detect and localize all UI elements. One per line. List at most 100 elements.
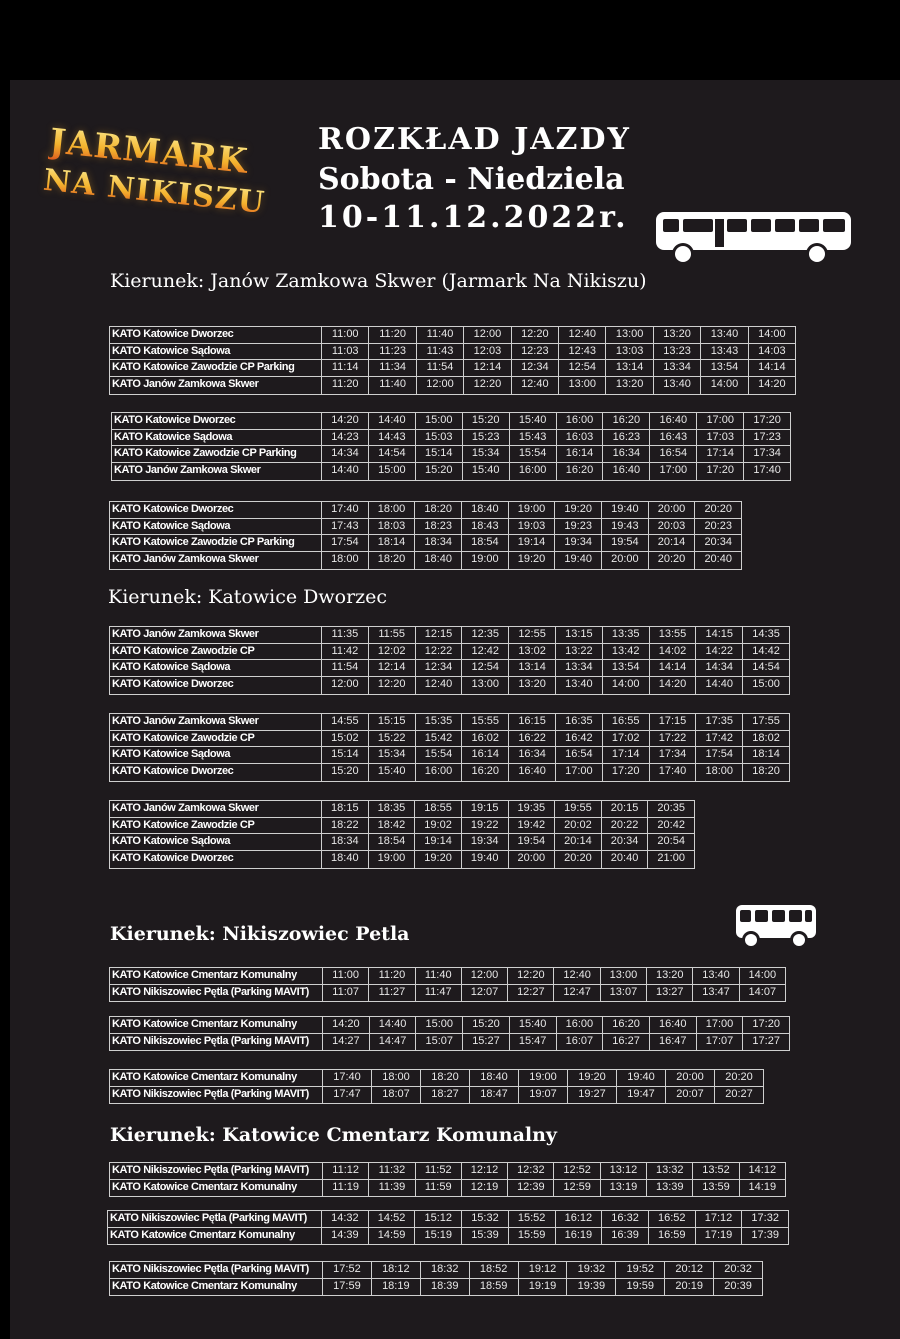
departure-time: 13:20 [654, 327, 702, 343]
table-row: KATO Nikiszowiec Pętla (Parking MAVIT) 14… [110, 1033, 789, 1051]
stop-name: KATO Katowice Cmentarz Komunalny [110, 1278, 323, 1296]
stop-name: KATO Katowice Cmentarz Komunalny [110, 968, 323, 984]
departure-time: 15:55 [462, 714, 510, 730]
departure-time: 15:00 [369, 463, 416, 480]
departure-time: 12:54 [462, 660, 510, 677]
table-row: KATO Katowice Sądowa 18:34 18:54 19:14 19:34… [110, 834, 694, 852]
departure-time: 16:23 [603, 429, 651, 446]
departure-time: 18:12 [372, 1262, 421, 1278]
departure-time: 18:54 [369, 834, 416, 851]
departure-time: 17:02 [603, 730, 650, 747]
departure-time: 13:35 [603, 627, 650, 643]
departure-time: 17:20 [752, 1018, 780, 1030]
departure-time: 15:54 [416, 747, 463, 764]
timetable: KATO Janów Zamkowa Skwer 18:15 18:35 18:55 1… [109, 800, 695, 869]
departure-time: 12:34 [512, 360, 560, 377]
departure-time: 13:23 [654, 343, 702, 360]
table-row: KATO Janów Zamkowa Skwer 18:15 18:35 18:55 1… [110, 801, 694, 818]
departure-time: 14:23 [322, 429, 369, 446]
departure-time: 20:00 [509, 851, 556, 868]
timetable: KATO Katowice Cmentarz Komunalny 17:40 18:… [109, 1069, 764, 1105]
departure-time: 11:20 [322, 377, 370, 394]
departure-time: 16:59 [649, 1227, 696, 1245]
stop-name: KATO Nikiszowiec Pętla (Parking MAVIT) [110, 1262, 323, 1278]
departure-time: 14:00 [603, 677, 650, 694]
departure-time: 15:00 [416, 413, 463, 429]
departure-time: 15:14 [322, 747, 369, 764]
departure-time: 15:39 [462, 1227, 509, 1245]
departure-time: 19:35 [509, 801, 556, 817]
table-row: KATO Katowice Zawodzie CP 18:22 18:42 19:02… [110, 817, 694, 835]
departure-time: 14:47 [370, 1033, 417, 1051]
departure-time: 12:23 [512, 343, 560, 360]
stop-name: KATO Janów Zamkowa Skwer [112, 463, 322, 480]
stop-name: KATO Katowice Cmentarz Komunalny [110, 1179, 323, 1197]
departure-time: 19:15 [462, 801, 509, 817]
departure-time: 20:32 [724, 1263, 752, 1275]
departure-time: 18:07 [372, 1086, 421, 1104]
departure-time: 16:20 [557, 463, 604, 480]
departure-time: 16:40 [650, 413, 698, 429]
departure-time: 19:14 [509, 535, 556, 552]
departure-time: 12:54 [559, 360, 607, 377]
departure-time: 13:39 [647, 1179, 694, 1197]
departure-time: 15:15 [369, 714, 416, 730]
table-row: KATO Nikiszowiec Pętla (Parking MAVIT) 17… [110, 1086, 763, 1104]
departure-time: 15:54 [510, 446, 557, 463]
departure-time: 12:14 [369, 660, 416, 677]
departure-time: 15:22 [369, 730, 416, 747]
departure-time: 17:12 [696, 1211, 743, 1227]
departure-time: 20:54 [657, 835, 685, 848]
departure-time: 16:40 [509, 764, 556, 781]
stop-name: KATO Katowice Sądowa [110, 834, 322, 851]
departure-time: 15:20 [463, 413, 510, 429]
timetable: KATO Janów Zamkowa Skwer 14:55 15:15 15:35 1… [109, 713, 790, 782]
departure-time: 13:19 [601, 1179, 648, 1197]
departure-time: 16:43 [650, 429, 698, 446]
departure-time: 20:42 [657, 818, 685, 831]
departure-time: 15:40 [369, 764, 416, 781]
departure-time: 15:52 [509, 1211, 556, 1227]
departure-time: 11:14 [322, 360, 370, 377]
table-row: KATO Katowice Dworzec 17:40 18:00 18:20 18:4… [110, 502, 741, 519]
stop-name: KATO Janów Zamkowa Skwer [110, 627, 322, 643]
departure-time: 18:02 [752, 731, 780, 744]
schedule-poster [10, 80, 900, 1339]
departure-time: 15:59 [509, 1227, 556, 1245]
departure-time: 14:55 [322, 714, 369, 730]
departure-time: 18:42 [369, 817, 416, 834]
departure-time: 16:55 [603, 714, 650, 730]
departure-time: 17:40 [323, 1070, 372, 1086]
stop-name: KATO Katowice Cmentarz Komunalny [108, 1227, 322, 1245]
departure-time: 17:23 [753, 430, 781, 443]
timetable: KATO Katowice Dworzec 17:40 18:00 18:20 18:4… [109, 501, 742, 570]
departure-time: 15:35 [416, 714, 463, 730]
departure-time: 11:54 [322, 660, 369, 677]
departure-time: 11:47 [416, 984, 462, 1002]
departure-time: 13:12 [601, 1163, 648, 1179]
departure-time: 17:03 [697, 429, 745, 446]
departure-time: 13:40 [701, 327, 749, 343]
departure-time: 15:20 [463, 1017, 510, 1033]
departure-time: 17:54 [322, 535, 369, 552]
table-row: KATO Janów Zamkowa Skwer 18:00 18:20 18:40 1… [110, 552, 741, 569]
departure-time: 20:34 [704, 536, 732, 549]
departure-time: 19:40 [602, 502, 649, 518]
departure-time: 18:40 [462, 502, 509, 518]
timetable: KATO Katowice Cmentarz Komunalny 14:20 14:… [109, 1016, 790, 1052]
departure-time: 21:00 [657, 852, 685, 865]
table-row: KATO Katowice Cmentarz Komunalny 11:19 11:… [110, 1179, 785, 1197]
departure-time: 15:20 [416, 463, 463, 480]
departure-time: 14:54 [369, 446, 416, 463]
departure-time: 20:00 [666, 1070, 715, 1086]
departure-time: 14:34 [696, 660, 744, 677]
departure-time: 12:00 [464, 327, 512, 343]
departure-time: 14:00 [748, 969, 777, 981]
departure-time: 16:03 [557, 429, 604, 446]
departure-time: 18:23 [415, 518, 463, 535]
departure-time: 19:14 [415, 834, 462, 851]
table-row: KATO Katowice Dworzec 15:20 15:40 16:00 16:2… [110, 764, 789, 781]
departure-time: 15:47 [510, 1033, 557, 1051]
departure-time: 19:54 [602, 535, 649, 552]
departure-time: 14:12 [748, 1164, 777, 1176]
